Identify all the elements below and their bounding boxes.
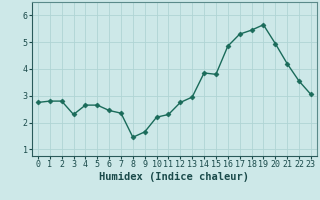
X-axis label: Humidex (Indice chaleur): Humidex (Indice chaleur)	[100, 172, 249, 182]
